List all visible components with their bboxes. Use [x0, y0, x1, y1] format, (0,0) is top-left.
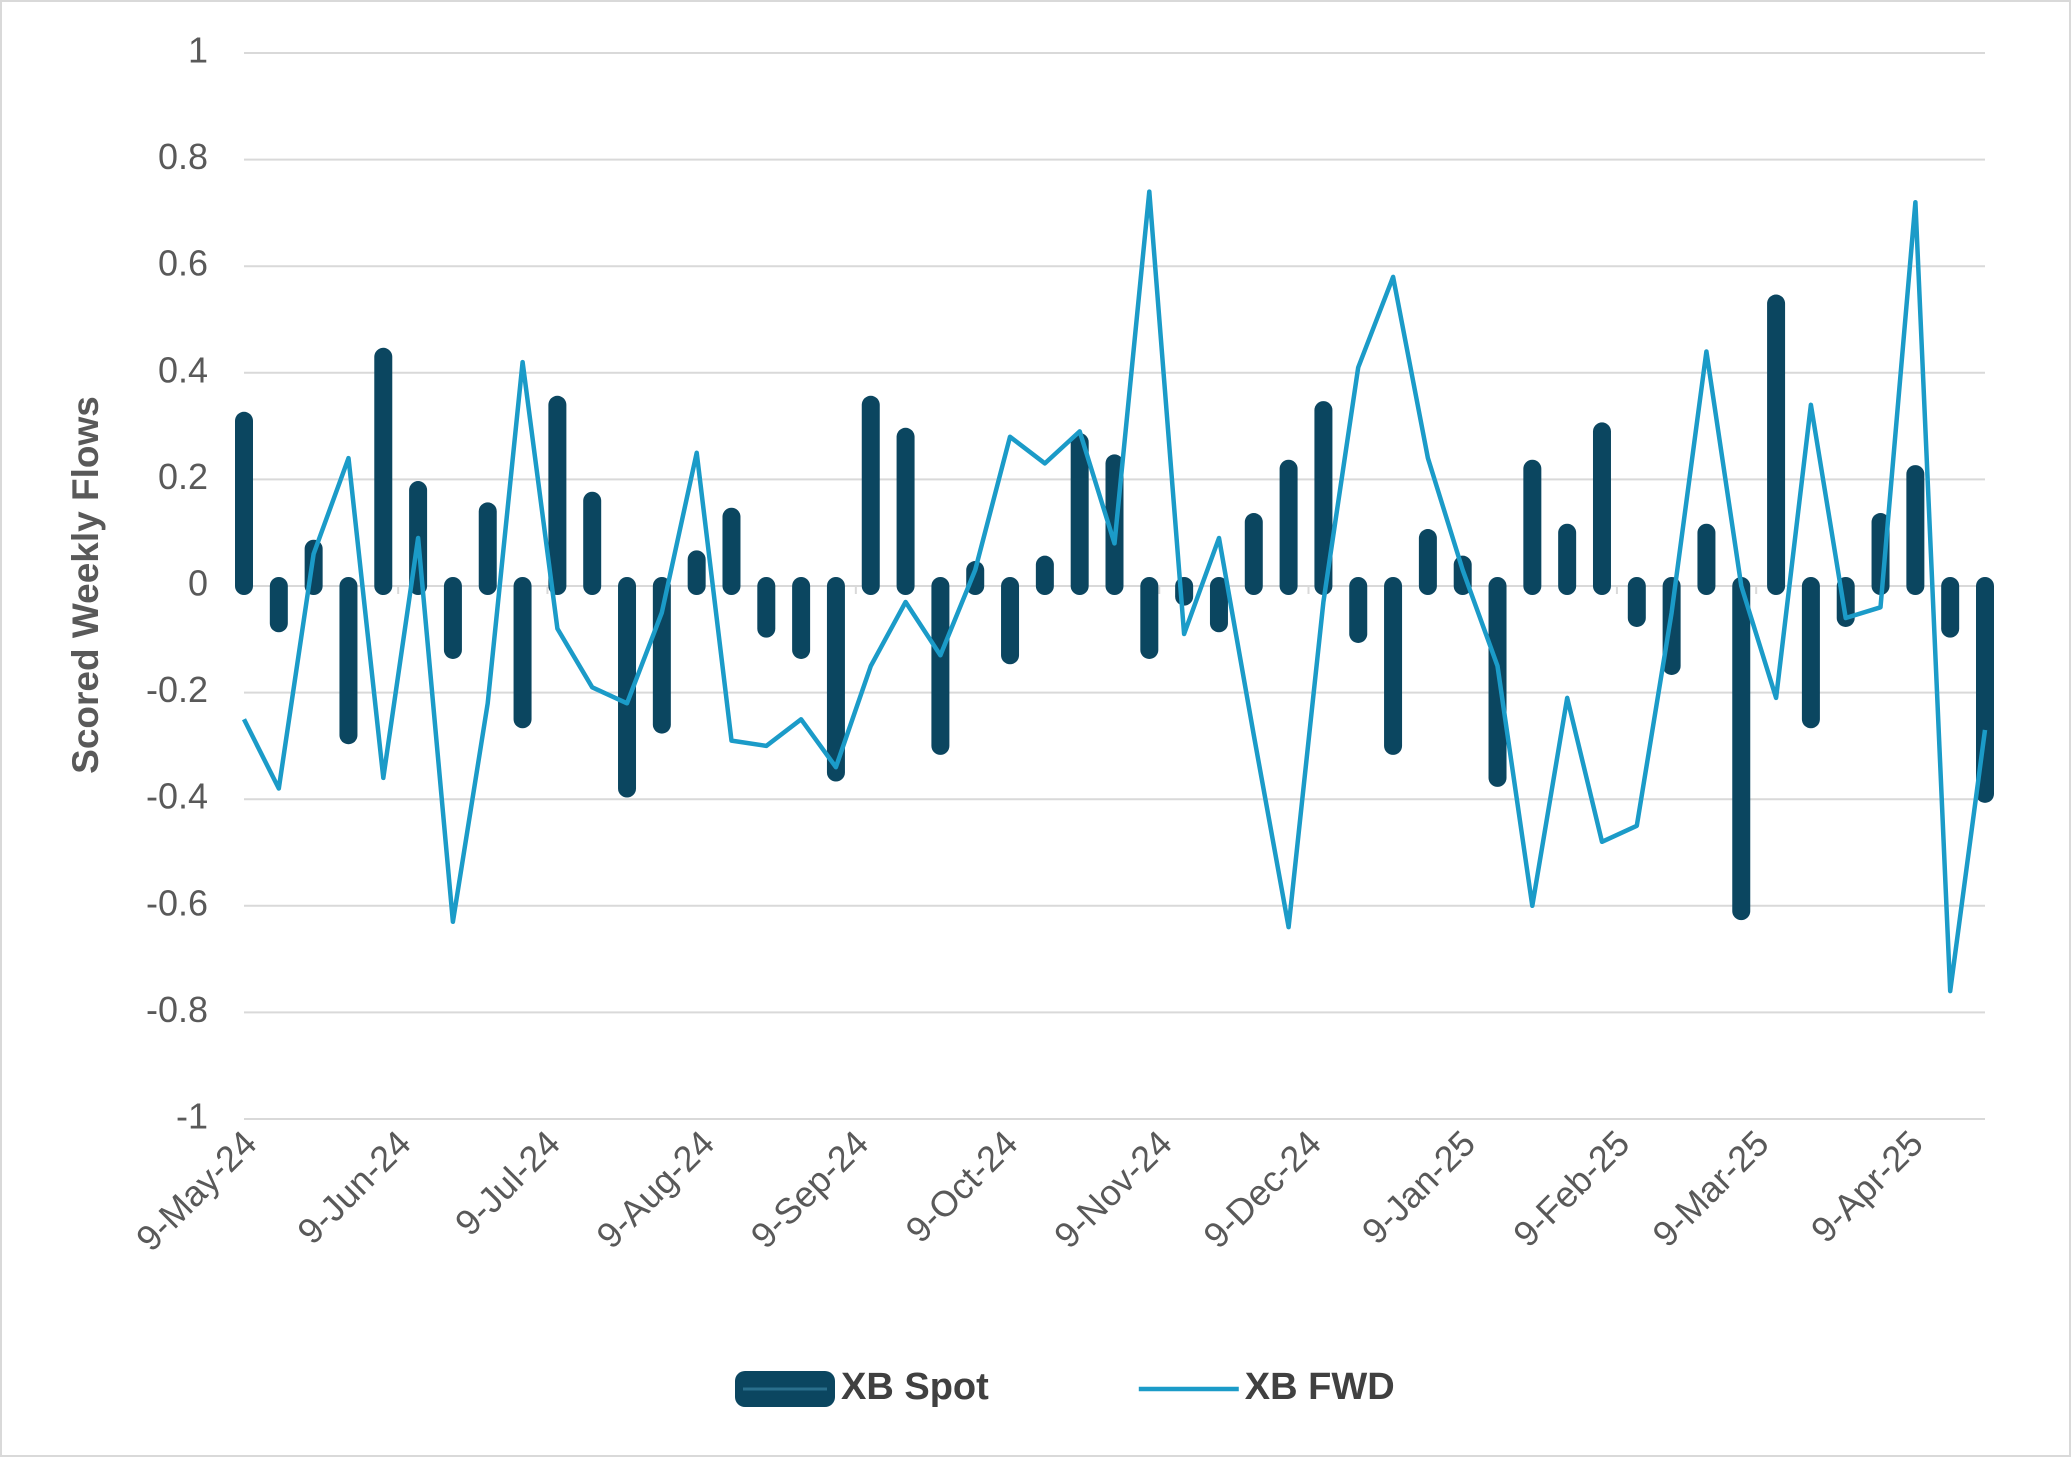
- y-axis-label: Scored Weekly Flows: [65, 396, 106, 774]
- y-tick-label: 0.8: [158, 136, 208, 177]
- y-tick-label: -0.8: [146, 989, 208, 1030]
- y-tick-label: 1: [188, 30, 208, 71]
- legend-label: XB Spot: [841, 1366, 989, 1408]
- line: [241, 189, 1988, 994]
- y-tick-label: 0.2: [158, 456, 208, 497]
- y-tick-label: 0: [188, 563, 208, 604]
- legend-item: XB FWD: [1138, 1366, 1395, 1408]
- y-tick-label: 0.6: [158, 243, 208, 284]
- legend-item: XB Spot: [735, 1366, 989, 1408]
- y-tick-label: -0.6: [146, 882, 208, 923]
- y-tick-label: -0.4: [146, 776, 208, 817]
- legend-label: XB FWD: [1245, 1366, 1395, 1408]
- y-tick-label: -0.2: [146, 669, 208, 710]
- y-tick-label: 0.4: [158, 349, 208, 390]
- y-tick-label: -1: [176, 1096, 208, 1137]
